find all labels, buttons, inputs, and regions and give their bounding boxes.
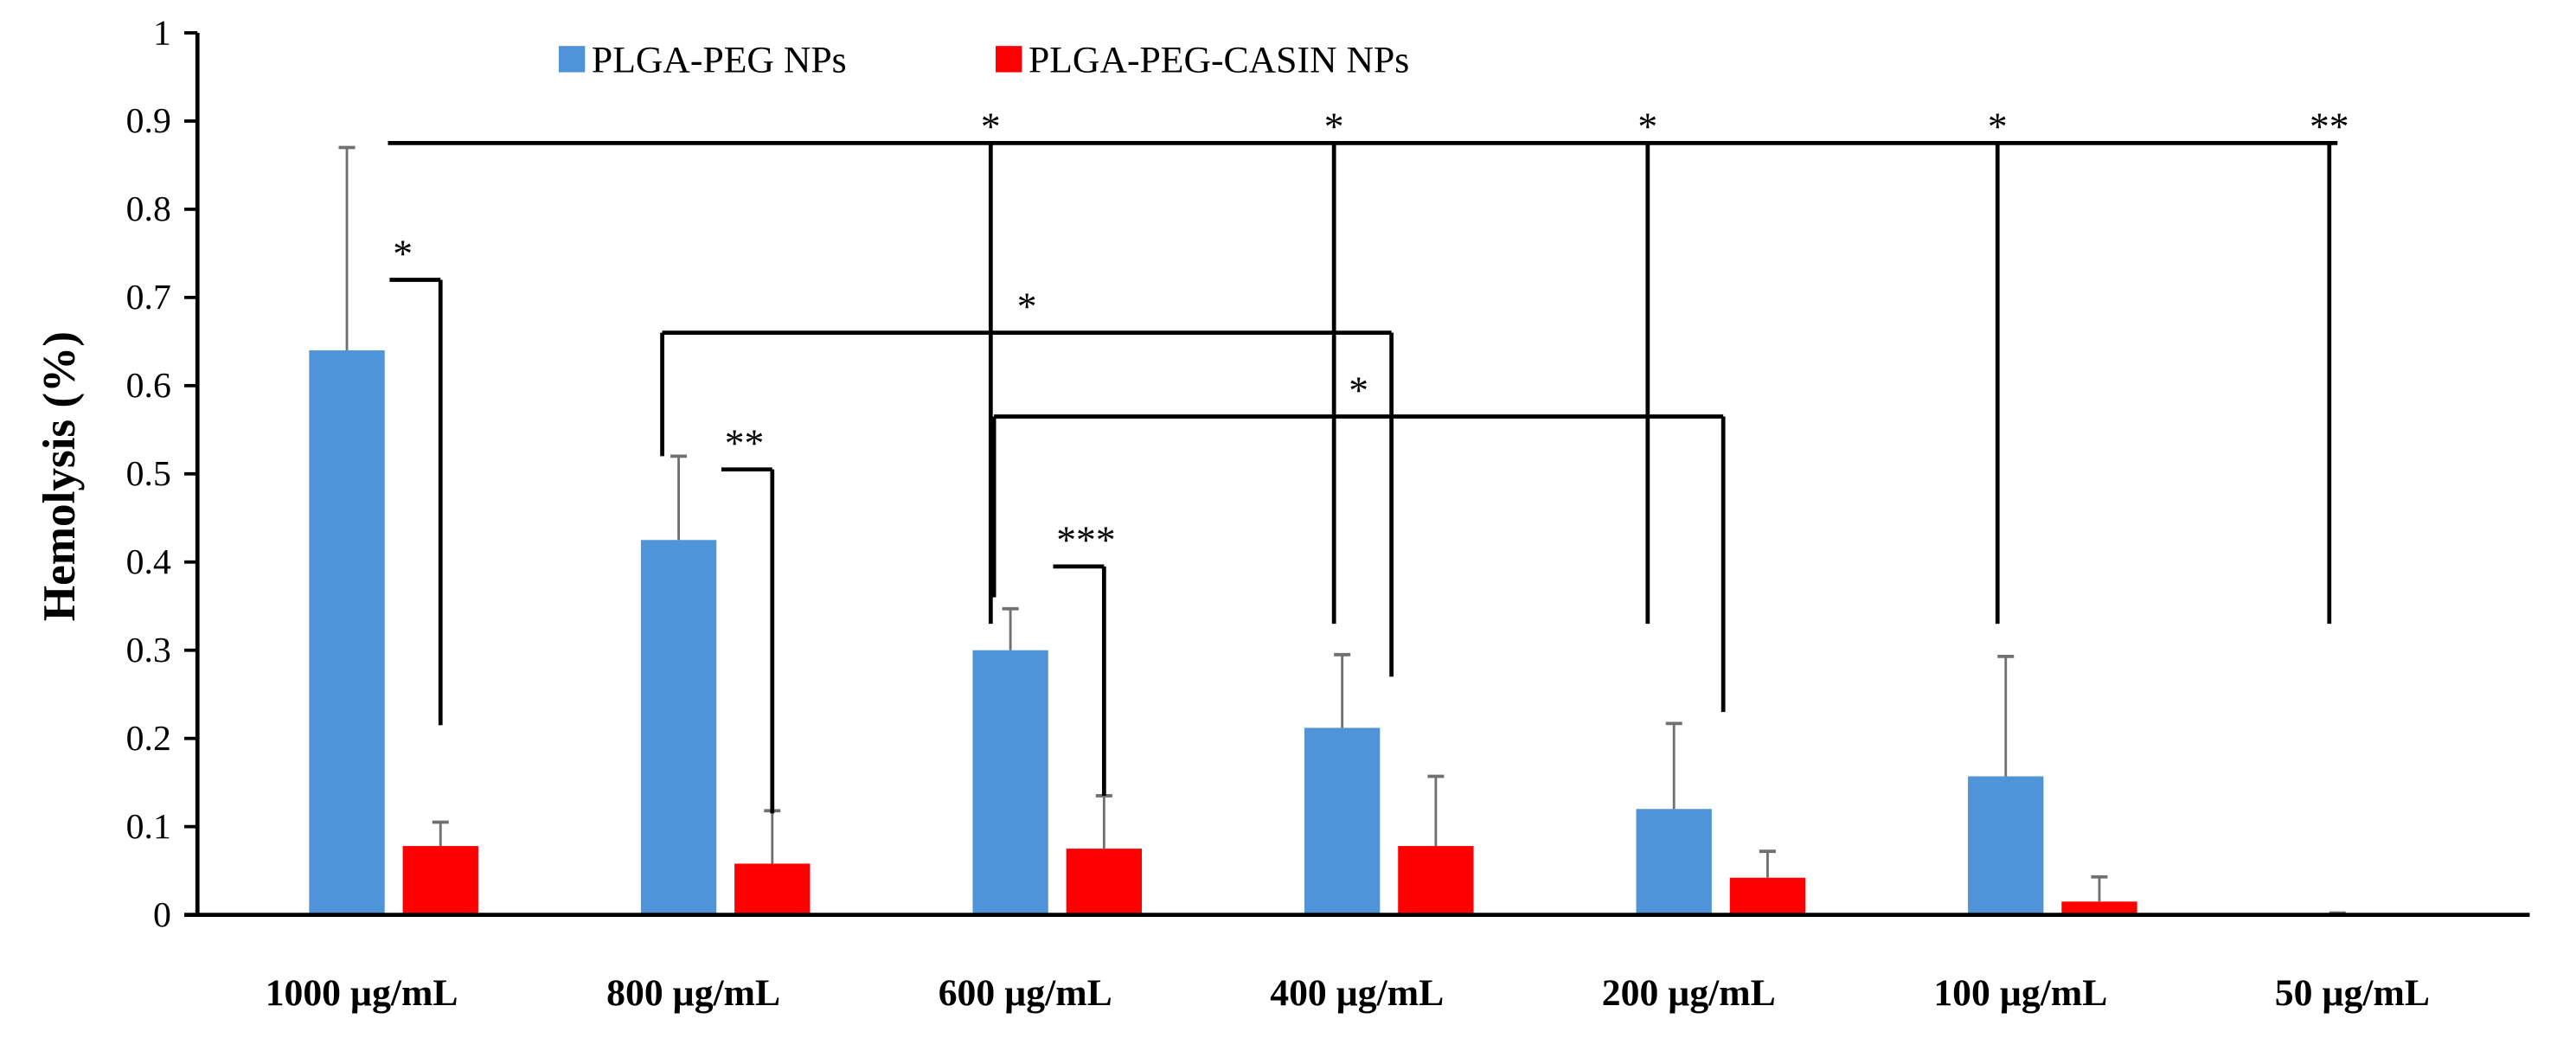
y-axis: 0 0.1 0.2 0.3 0.4 0.5 0.6 0.7 0.8 0.9 1 [126, 13, 198, 935]
y-tick-label: 0.2 [126, 719, 171, 759]
legend: PLGA-PEG NPs PLGA-PEG-CASIN NPs [558, 40, 1409, 81]
legend-swatch-plga-peg [558, 46, 586, 73]
x-tick-label: 400 µg/mL [1270, 972, 1444, 1014]
significance-annotations: ********* * * * ** [388, 105, 2349, 814]
y-tick-label: 0.5 [126, 454, 171, 494]
x-tick-label: 100 µg/mL [1933, 972, 2107, 1014]
y-tick-label: 0.7 [126, 278, 171, 317]
significance-label: *** [1056, 518, 1115, 562]
y-tick-label: 0.4 [126, 542, 171, 582]
y-tick-label: 0.8 [126, 189, 171, 229]
significance-label: * [981, 105, 1001, 149]
bar-plga-peg-casin [1398, 846, 1474, 915]
bar-plga-peg-casin [1066, 849, 1143, 915]
x-tick-label: 600 µg/mL [939, 972, 1112, 1014]
bar-plga-peg [972, 650, 1048, 915]
y-tick-label: 0.9 [126, 101, 171, 141]
significance-label: * [1988, 105, 2008, 149]
x-tick-label: 200 µg/mL [1602, 972, 1776, 1014]
significance-label: * [1349, 368, 1368, 412]
bar-plga-peg-casin [1729, 877, 1806, 915]
significance-label: ** [2310, 105, 2349, 149]
bar-plga-peg-casin [734, 863, 811, 915]
bar-plga-peg [1968, 776, 2044, 915]
y-tick-label: 0.6 [126, 366, 171, 406]
significance-label: ** [725, 420, 765, 465]
significance-label: * [1637, 105, 1657, 149]
significance-label: * [1017, 284, 1037, 328]
y-axis-label: Hemolysis (%) [35, 331, 85, 621]
x-axis-labels: 1000 µg/mL 800 µg/mL 600 µg/mL 400 µg/mL 200… [266, 972, 2430, 1014]
bar-plga-peg [1636, 809, 1712, 915]
significance-label: * [393, 231, 413, 275]
y-tick-label: 1 [153, 13, 171, 53]
y-tick-label: 0.1 [126, 807, 171, 847]
x-tick-label: 800 µg/mL [606, 972, 780, 1014]
bar-plga-peg [640, 540, 717, 915]
significance-label: * [1324, 105, 1344, 149]
bar-plga-peg [309, 350, 385, 915]
bar-plga-peg-casin [2061, 901, 2137, 915]
legend-label-plga-peg-casin: PLGA-PEG-CASIN NPs [1028, 40, 1409, 81]
y-tick-label: 0 [153, 895, 171, 935]
bar-plga-peg-casin [402, 846, 478, 915]
legend-label-plga-peg: PLGA-PEG NPs [592, 40, 847, 81]
x-tick-label: 1000 µg/mL [266, 972, 458, 1014]
bars [309, 145, 2346, 915]
x-tick-label: 50 µg/mL [2275, 972, 2430, 1014]
legend-swatch-plga-peg-casin [996, 46, 1022, 73]
bar-plga-peg [1304, 727, 1381, 915]
y-tick-label: 0.3 [126, 631, 171, 670]
